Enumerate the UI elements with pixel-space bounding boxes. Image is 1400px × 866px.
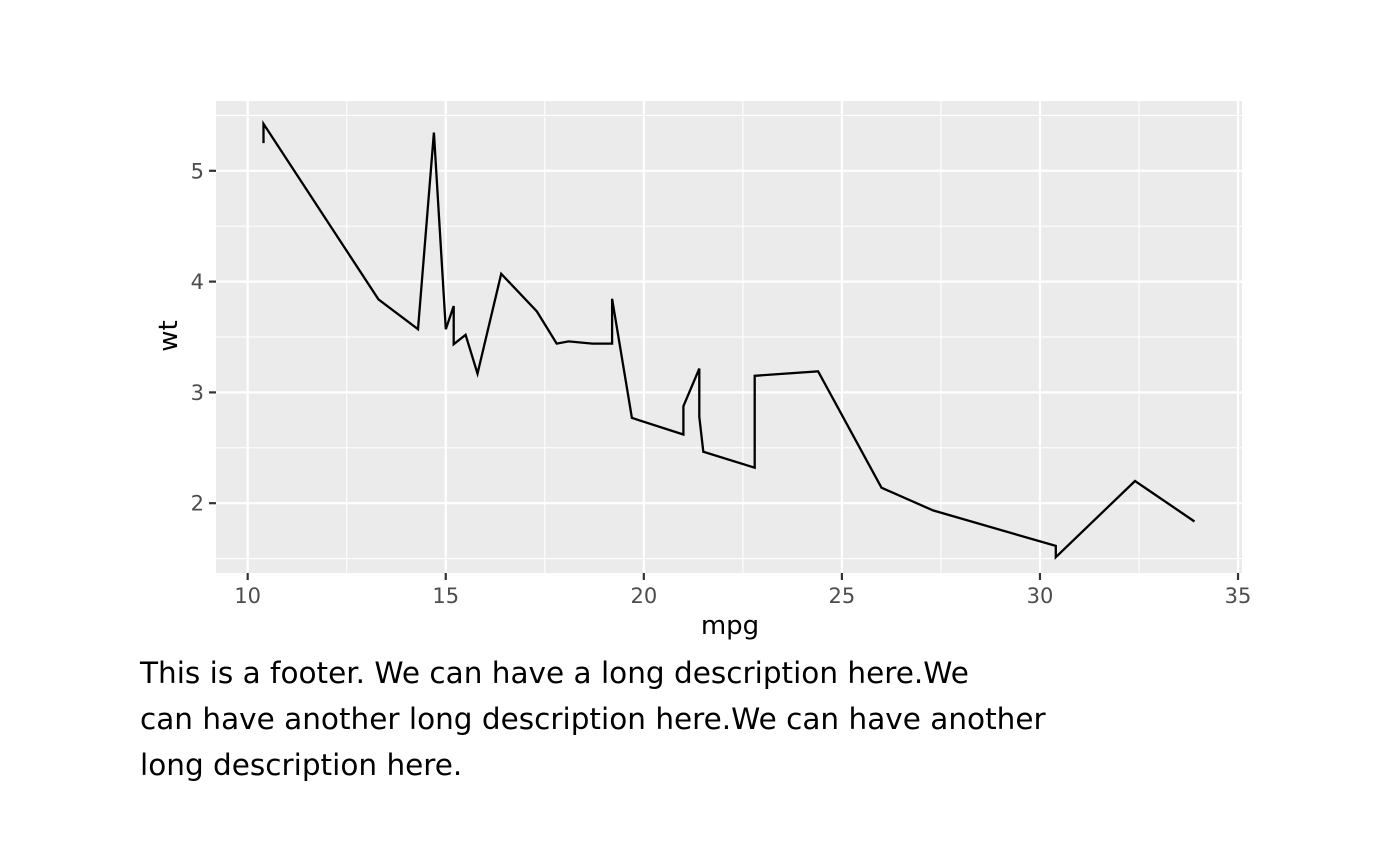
x-tick-label: 15 — [432, 584, 459, 608]
y-tick-label: 2 — [191, 492, 204, 516]
y-tick-label: 3 — [191, 381, 204, 405]
x-tick-label: 30 — [1027, 584, 1054, 608]
footer-line-2: can have another long description here.W… — [140, 702, 1046, 736]
axis-ticks — [209, 169, 1240, 580]
y-axis-title: wt — [154, 320, 184, 351]
series-layer — [262, 119, 1196, 560]
footer: This is a footer. We can have a long des… — [140, 650, 1140, 788]
x-tick-labels: 10 15 20 25 30 35 — [234, 584, 1251, 608]
x-tick-label: 20 — [630, 584, 657, 608]
y-tick-label: 5 — [191, 159, 204, 183]
grid-minor — [216, 101, 1242, 573]
x-axis-title: mpg — [701, 611, 759, 641]
y-tick-labels: 2 3 4 5 — [191, 159, 204, 515]
footer-line-3: long description here. — [140, 748, 463, 782]
series-line — [262, 119, 1196, 560]
grid-major — [216, 101, 1242, 573]
x-tick-label: 10 — [234, 584, 261, 608]
footer-line-1: This is a footer. We can have a long des… — [140, 656, 969, 690]
x-tick-label: 35 — [1225, 584, 1252, 608]
x-tick-label: 25 — [829, 584, 856, 608]
y-tick-label: 4 — [191, 270, 204, 294]
